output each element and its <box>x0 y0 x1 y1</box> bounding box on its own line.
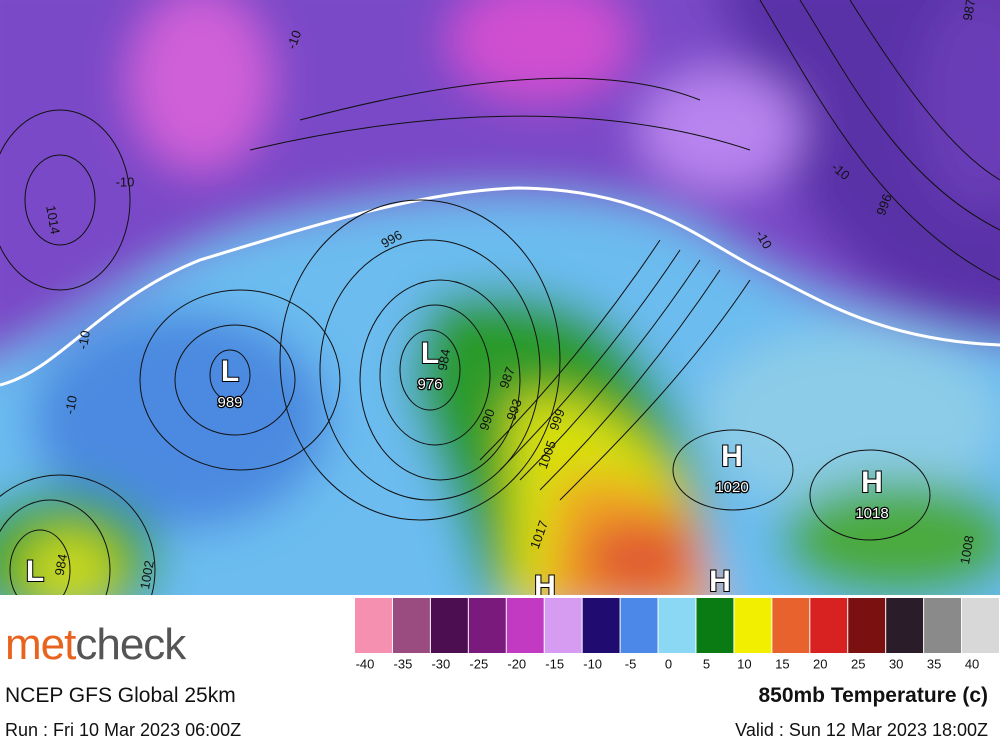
system-letter: H <box>709 565 731 595</box>
legend-swatch <box>620 598 658 653</box>
logo: metcheck <box>5 620 186 670</box>
contour-label: -10 <box>284 28 305 51</box>
legend-label: 35 <box>927 656 941 671</box>
contour-label: 1014 <box>43 204 63 235</box>
contour-label: 990 <box>476 407 498 433</box>
logo-part: check <box>75 620 186 669</box>
legend-swatch <box>696 598 734 653</box>
legend-label: 25 <box>851 656 865 671</box>
system-pressure: 989 <box>217 394 242 411</box>
system-letter: L <box>26 555 44 588</box>
system-pressure: 1020 <box>715 479 748 496</box>
legend-swatch <box>658 598 696 653</box>
legend-swatch <box>468 598 506 653</box>
contour-label: 1002 <box>137 559 157 590</box>
legend-swatch <box>544 598 582 653</box>
legend-label: -35 <box>394 656 413 671</box>
freezing-isotherm <box>0 186 1000 387</box>
contour-label: 987 <box>496 365 518 391</box>
valid-time: Valid : Sun 12 Mar 2023 18:00Z <box>735 720 988 740</box>
color-legend: -40 -35 -30 -25 -20 -15 -10 -5 0 5 10 15 20 25 30 35 40 <box>355 598 999 671</box>
contour-label: 984 <box>52 553 71 577</box>
contour-label: 999 <box>546 407 568 433</box>
legend-swatch <box>506 598 544 653</box>
legend-label: -25 <box>469 656 488 671</box>
legend-swatch <box>962 598 999 653</box>
system-letter: H <box>861 466 883 499</box>
system-letter: L <box>221 355 239 388</box>
temperature-field <box>0 0 1000 595</box>
legend-swatch <box>886 598 924 653</box>
legend-swatch <box>848 598 886 653</box>
run-time: Run : Fri 10 Mar 2023 06:00Z <box>5 720 242 740</box>
legend-label: -20 <box>507 656 526 671</box>
legend-swatch <box>392 598 430 653</box>
system-pressure: 1018 <box>855 505 888 522</box>
contour-label: -10 <box>75 329 93 350</box>
legend-swatch <box>355 598 392 653</box>
contour-label: -10 <box>62 394 80 415</box>
legend-swatch <box>810 598 848 653</box>
legend-label: -15 <box>545 656 564 671</box>
legend-label: 40 <box>965 656 979 671</box>
legend-swatch <box>924 598 962 653</box>
system-letter: H <box>721 440 743 473</box>
contour-label: 996 <box>873 192 895 218</box>
contour-label: -10 <box>116 174 135 189</box>
contour-label: 984 <box>435 348 454 372</box>
legend-swatch <box>582 598 620 653</box>
legend-label: -40 <box>356 656 375 671</box>
legend-label: 15 <box>775 656 789 671</box>
system-letter: H <box>534 570 556 595</box>
legend-label: 5 <box>703 656 710 671</box>
contour-label: 993 <box>503 397 525 423</box>
legend-swatch <box>734 598 772 653</box>
legend-swatch <box>430 598 468 653</box>
logo-part: met <box>5 620 76 669</box>
legend-label: 20 <box>813 656 827 671</box>
legend-label: -30 <box>431 656 450 671</box>
system-pressure: 976 <box>417 376 442 393</box>
legend-label: 0 <box>665 656 672 671</box>
legend-label: 30 <box>889 656 903 671</box>
isobars <box>0 0 1000 595</box>
contour-label: 1008 <box>957 534 977 565</box>
system-letter: L <box>421 337 439 370</box>
legend-swatch <box>772 598 810 653</box>
contour-label: 987 <box>960 0 979 22</box>
legend-label: 10 <box>737 656 751 671</box>
product-name: 850mb Temperature (c) <box>758 684 988 707</box>
legend-label: -5 <box>625 656 637 671</box>
model-name: NCEP GFS Global 25km <box>5 684 236 707</box>
legend-label: -10 <box>583 656 602 671</box>
